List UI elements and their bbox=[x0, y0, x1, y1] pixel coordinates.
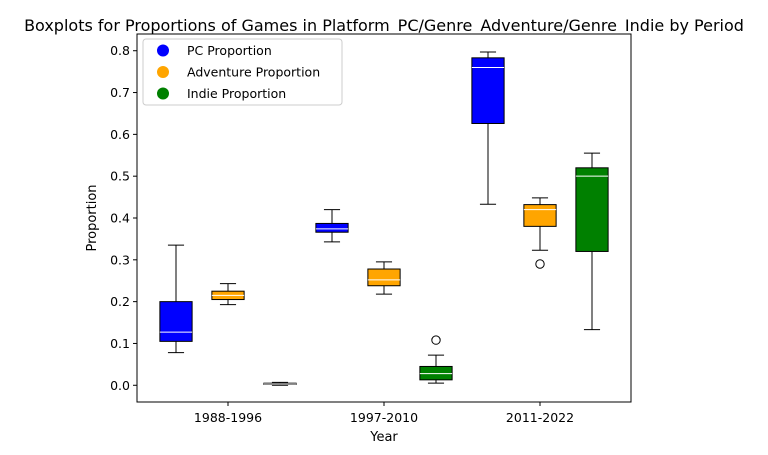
legend-marker bbox=[157, 66, 169, 78]
legend: PC Proportion Adventure Proportion Indie P… bbox=[142, 38, 343, 106]
outlier-point bbox=[431, 335, 441, 345]
y-tick-label: 0.5 bbox=[110, 169, 130, 184]
legend-label: Indie Proportion bbox=[187, 86, 286, 101]
box-3-2011-2022 bbox=[575, 152, 609, 331]
box-body bbox=[315, 222, 349, 233]
y-tick-label: 0.3 bbox=[110, 252, 130, 267]
outlier-point bbox=[535, 259, 545, 269]
chart-title: Boxplots for Proportions of Games in Pla… bbox=[24, 16, 744, 36]
y-tick-label: 0.6 bbox=[110, 127, 130, 142]
box-body bbox=[523, 204, 557, 227]
x-tick-label: 2011-2022 bbox=[506, 410, 574, 425]
legend-label: Adventure Proportion bbox=[187, 65, 320, 80]
x-tick-label: 1988-1996 bbox=[194, 410, 262, 425]
y-tick-label: 0.2 bbox=[110, 294, 130, 309]
y-tick-label: 0.4 bbox=[110, 211, 130, 226]
box-3-1988-1996 bbox=[263, 381, 297, 386]
y-tick-label: 0.1 bbox=[110, 336, 130, 351]
box-2-2011-2022 bbox=[523, 197, 557, 269]
x-tick-label: 1997-2010 bbox=[350, 410, 418, 425]
box-2-1997-2010 bbox=[367, 261, 401, 295]
y-tick-label: 0.8 bbox=[110, 43, 130, 58]
boxes-layer bbox=[159, 51, 609, 386]
box-body bbox=[367, 268, 401, 287]
legend-frame bbox=[142, 38, 343, 106]
y-axis: 0.0 0.1 0.2 0.3 0.4 0.5 0.6 0.7 0.8 bbox=[110, 43, 137, 393]
y-tick-label: 0.7 bbox=[110, 85, 130, 100]
box-1-2011-2022 bbox=[471, 51, 505, 205]
box-body bbox=[575, 167, 609, 252]
box-body bbox=[159, 301, 193, 342]
x-axis-label: Year bbox=[369, 430, 398, 445]
box-3-1997-2010 bbox=[419, 335, 453, 384]
legend-marker bbox=[157, 87, 169, 100]
box-1-1997-2010 bbox=[315, 209, 349, 243]
x-axis: 1988-1996 1997-2010 2011-2022 bbox=[194, 402, 574, 425]
plot-frame bbox=[136, 33, 632, 403]
legend-marker bbox=[157, 44, 169, 57]
box-2-1988-1996 bbox=[211, 283, 245, 306]
legend-label: PC Proportion bbox=[187, 43, 272, 58]
box-body bbox=[471, 57, 505, 124]
box-1-1988-1996 bbox=[159, 244, 193, 354]
y-tick-label: 0.0 bbox=[110, 378, 130, 393]
y-axis-label: Proportion bbox=[85, 184, 100, 251]
